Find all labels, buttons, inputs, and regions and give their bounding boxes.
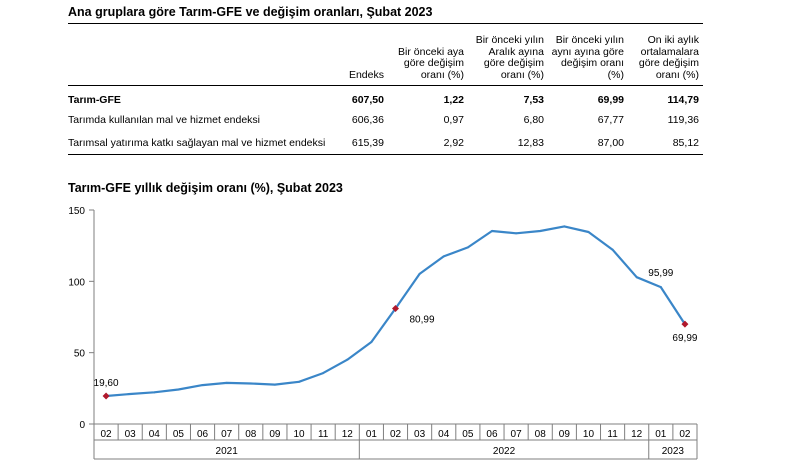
table-cell: 67,77	[597, 114, 624, 126]
x-tick-label: 10	[293, 429, 305, 440]
x-tick-label: 01	[366, 429, 378, 440]
x-tick-label: 06	[197, 429, 209, 440]
x-tick-label: 02	[390, 429, 402, 440]
x-tick-label: 12	[631, 429, 643, 440]
data-point	[611, 248, 614, 251]
column-header-annual-change: Bir önceki yılın aynı ayına göre değişim…	[548, 23, 628, 86]
x-tick-label: 04	[438, 429, 450, 440]
x-tick-label: 08	[535, 429, 547, 440]
table-cell: 7,53	[523, 94, 544, 107]
x-tick-label: 02	[679, 429, 691, 440]
table-cell: 2,92	[388, 131, 468, 155]
row-label: Tarım-GFE	[68, 94, 121, 107]
data-label: 69,99	[672, 333, 697, 344]
column-header-twelve-month-average-change: On iki aylık ortalamalara göre değişim o…	[628, 23, 703, 86]
data-point	[201, 384, 204, 387]
x-tick-label: 10	[583, 429, 595, 440]
x-tick-label: 11	[318, 429, 329, 440]
data-point	[563, 225, 566, 228]
x-tick-label: 11	[607, 429, 618, 440]
data-point	[490, 229, 493, 232]
table-cell: 615,39	[338, 131, 388, 155]
y-tick-label: 50	[74, 349, 86, 360]
x-tick-label: 06	[486, 429, 498, 440]
row-label: Tarımda kullanılan mal ve hizmet endeksi	[68, 114, 261, 126]
data-marker	[681, 320, 689, 328]
column-header-index: Endeks	[338, 23, 388, 86]
table-row: Tarım-GFE 607,50 1,22 7,53 69,99 114,79	[68, 86, 703, 109]
table-row: Tarımda kullanılan mal ve hizmet endeksi…	[68, 109, 703, 132]
x-tick-label: 03	[125, 429, 137, 440]
table-row: Tarımsal yatırıma katkı sağlayan mal ve …	[68, 131, 703, 155]
x-tick-label: 09	[559, 429, 571, 440]
data-point	[442, 255, 445, 258]
x-tick-label: 03	[414, 429, 426, 440]
data-point	[515, 232, 518, 235]
chart-title: Tarım-GFE yıllık değişim oranı (%), Şuba…	[68, 181, 343, 195]
year-label: 2023	[662, 446, 685, 457]
data-point	[249, 382, 252, 385]
table-cell: 69,99	[597, 94, 624, 107]
x-tick-label: 07	[511, 429, 523, 440]
table-title: Ana gruplara göre Tarım-GFE ve değişim o…	[68, 5, 433, 19]
table-cell: 87,00	[548, 131, 628, 155]
data-point	[177, 388, 180, 391]
data-label: 80,99	[410, 314, 435, 325]
x-tick-label: 05	[173, 429, 185, 440]
x-tick-label: 02	[100, 429, 112, 440]
data-point	[418, 272, 421, 275]
data-point	[635, 276, 638, 279]
index-table: Endeks Bir önceki aya göre değişim oranı…	[68, 23, 703, 155]
x-tick-label: 08	[245, 429, 257, 440]
table-cell: 85,12	[628, 131, 703, 155]
data-point	[539, 229, 542, 232]
data-point	[346, 358, 349, 361]
x-tick-label: 09	[269, 429, 281, 440]
x-tick-label: 12	[342, 429, 354, 440]
data-point	[129, 393, 132, 396]
table-header-row: Endeks Bir önceki aya göre değişim oranı…	[68, 23, 703, 86]
data-point	[153, 391, 156, 394]
data-label: 19,60	[94, 378, 119, 389]
data-marker	[102, 392, 110, 400]
data-marker	[392, 304, 399, 312]
x-tick-label: 05	[462, 429, 474, 440]
table-cell: 6,80	[523, 114, 544, 126]
table-cell: 12,83	[468, 131, 548, 155]
table-cell: 606,36	[351, 114, 384, 126]
y-tick-label: 150	[68, 206, 85, 217]
year-label: 2021	[216, 446, 239, 457]
column-header-monthly-change: Bir önceki aya göre değişim oranı (%)	[388, 23, 468, 86]
row-label: Tarımsal yatırıma katkı sağlayan mal ve …	[68, 131, 338, 155]
data-label: 95,99	[648, 268, 673, 279]
table-cell: 1,22	[443, 94, 464, 107]
x-tick-label: 04	[149, 429, 161, 440]
column-header-label	[68, 23, 338, 86]
table-cell: 0,97	[443, 114, 464, 126]
data-point	[466, 246, 469, 249]
data-point	[659, 286, 662, 289]
table-cell: 119,36	[667, 114, 699, 126]
column-header-december-change: Bir önceki yılın Aralık ayına göre değiş…	[468, 23, 548, 86]
y-tick-label: 0	[79, 420, 85, 431]
data-point	[322, 372, 325, 375]
y-tick-label: 100	[68, 277, 85, 288]
table-cell: 607,50	[351, 94, 384, 107]
data-point	[298, 380, 301, 383]
year-label: 2022	[493, 446, 516, 457]
data-point	[273, 383, 276, 386]
data-point	[370, 340, 373, 343]
x-tick-label: 01	[655, 429, 667, 440]
data-point	[587, 230, 590, 233]
data-point	[225, 381, 228, 384]
table-cell: 114,79	[667, 94, 699, 107]
x-tick-label: 07	[221, 429, 233, 440]
